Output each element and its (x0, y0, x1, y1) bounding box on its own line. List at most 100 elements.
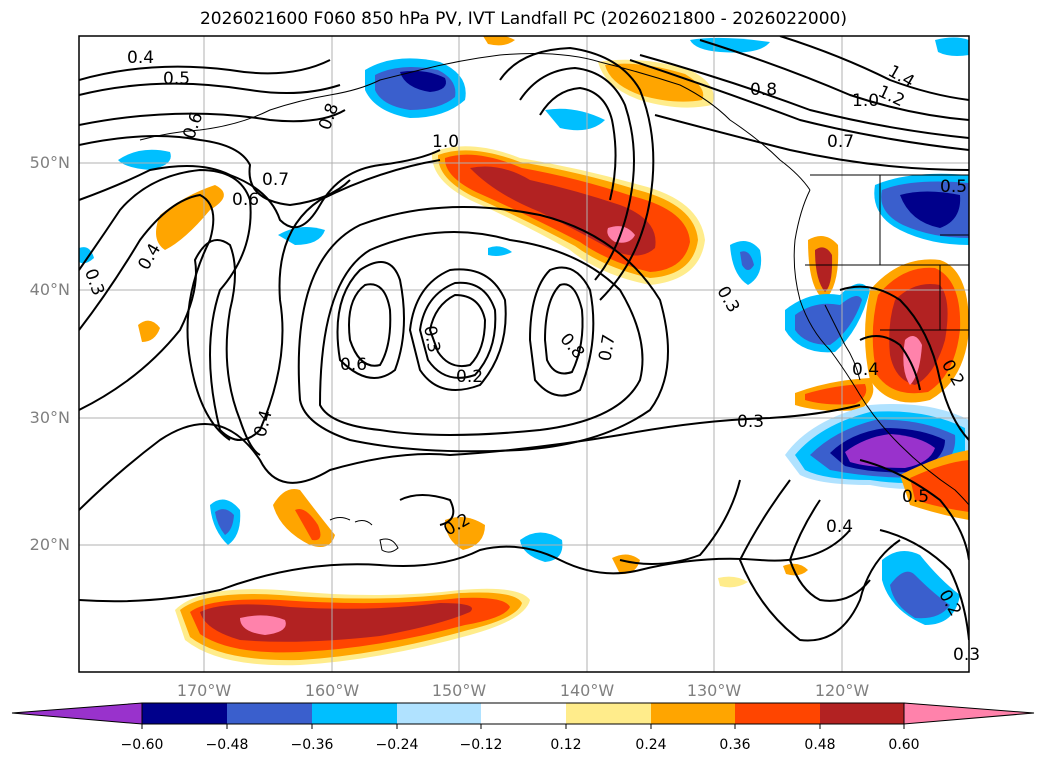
ivt-gulf-purple (845, 434, 935, 468)
contour-ne-arc-1 (499, 46, 655, 301)
colorbar-swatch (312, 703, 397, 724)
contour-main-big (79, 404, 861, 511)
coast-hawaii-3 (379, 538, 399, 553)
map-title: 2026021600 F060 850 hPa PV, IVT Landfall… (199, 9, 847, 29)
lat-label-30n: 30°N (29, 408, 70, 427)
ivt-east-orange (445, 516, 485, 550)
contour-label: 0.3 (737, 412, 764, 432)
contour-jet-2 (639, 54, 969, 139)
contour-right-1 (738, 479, 901, 642)
ivt-hawaii-red (295, 509, 321, 541)
contour-nw-2 (79, 109, 346, 126)
contour-mexico-2 (859, 335, 921, 391)
colorbar-tick-label: 0.24 (635, 737, 667, 753)
colorbar (11, 702, 1035, 729)
colorbar-tick-label: 0.12 (550, 737, 582, 753)
contour-label: 0.3 (419, 324, 443, 354)
ivt-tiny-blue-2 (545, 108, 605, 131)
ivt-baja-blue-inner (795, 296, 862, 345)
colorbar-swatch (566, 703, 651, 724)
contour-cell-1-inner (348, 283, 392, 367)
lon-label-140w: 140°W (559, 681, 615, 700)
contour-jet-3 (699, 39, 969, 121)
contour-ne-arc-3 (539, 86, 617, 201)
colorbar-tick-label: −0.48 (205, 737, 249, 753)
contour-label: 1.0 (432, 132, 459, 152)
contour-east-long (859, 459, 969, 561)
lat-label-50n: 50°N (29, 153, 70, 172)
contour-label: 0.7 (595, 333, 619, 363)
ivt-mid-blue-2 (488, 246, 512, 256)
colorbar-tick-label: −0.60 (120, 737, 164, 753)
ivt-band-south-pink (240, 615, 286, 635)
ivt-nw-cyan (935, 37, 969, 56)
colorbar-tick-label: −0.12 (459, 737, 503, 753)
coast-na-west (793, 189, 969, 506)
contour-sub-2 (399, 494, 455, 526)
contour-nw-1 (79, 82, 341, 96)
contour-label: 0.4 (127, 48, 154, 68)
contour-west-long (79, 159, 441, 441)
ivt-small-orange-2 (783, 563, 808, 576)
colorbar-swatch (481, 703, 566, 724)
coast-baja (824, 304, 861, 381)
contour-oval-outer (297, 206, 669, 453)
colorbar-swatch (142, 703, 227, 724)
contour-jet-1 (629, 59, 969, 151)
contour-west-2 (79, 193, 231, 441)
colorbar-extend-low (11, 702, 143, 725)
colorbar-swatch (651, 703, 735, 724)
ivt-small-yellow (718, 576, 748, 588)
contour-label: 0.4 (826, 517, 853, 537)
contour-east-2 (879, 529, 969, 641)
contour-label: 0.5 (163, 69, 190, 89)
colorbar-tick-label: 0.60 (888, 737, 920, 753)
ivt-west-blue (118, 149, 171, 170)
contour-nw-3 (79, 135, 351, 207)
contour-cell-2-b (418, 281, 497, 379)
coast-alaska (329, 53, 811, 191)
ivt-tiny-blue (690, 37, 770, 53)
contour-cell-3 (528, 266, 595, 397)
ivt-tiny-orange (483, 36, 515, 46)
lon-label-160w: 160°W (304, 681, 360, 700)
ivt-ca-red-inner (815, 247, 833, 292)
colorbar-tick-label: −0.36 (290, 737, 334, 753)
contour-top-west (79, 59, 331, 81)
pv-contours (79, 36, 969, 642)
contour-label: 0.4 (852, 360, 879, 380)
colorbar-swatch (227, 703, 312, 724)
contour-sub-1 (79, 529, 851, 603)
ivt-mid-blue (278, 226, 325, 245)
contour-right-3 (619, 479, 741, 565)
ivt-west-orange-2 (138, 320, 160, 342)
contour-jet-4 (779, 36, 969, 101)
contour-big-oval (318, 231, 644, 436)
lon-label-150w: 150°W (431, 681, 487, 700)
contour-label: 0.6 (232, 190, 259, 210)
ivt-mexico-west-red (805, 384, 867, 405)
colorbar-extend-high (903, 702, 1035, 725)
contour-label: 0.3 (953, 645, 980, 665)
coast-hawaii-1 (329, 517, 351, 521)
filled-ivt-regions (79, 36, 969, 666)
contour-label: 0.7 (827, 132, 854, 152)
colorbar-frame (141, 702, 905, 725)
colorbar-swatch (735, 703, 820, 724)
ivt-ca-pos-red (910, 460, 969, 512)
ivt-hawaii-blue-2 (215, 509, 234, 535)
contour-cell-3-inner (543, 283, 584, 375)
colorbar-swatch (397, 703, 481, 724)
contour-west-3 (79, 239, 261, 456)
ivt-mexico-pink (903, 336, 922, 385)
lon-label-170w: 170°W (176, 681, 232, 700)
contour-mexico-1 (839, 285, 969, 441)
contour-cell-2 (408, 268, 507, 391)
ivt-goa-dark (400, 70, 446, 92)
contour-label: 0.5 (902, 487, 929, 507)
contour-right-2 (788, 499, 871, 602)
contour-label: 1.0 (852, 91, 879, 111)
ivt-socal-blue-inner (740, 251, 754, 270)
ivt-west-blue-2 (79, 247, 94, 264)
